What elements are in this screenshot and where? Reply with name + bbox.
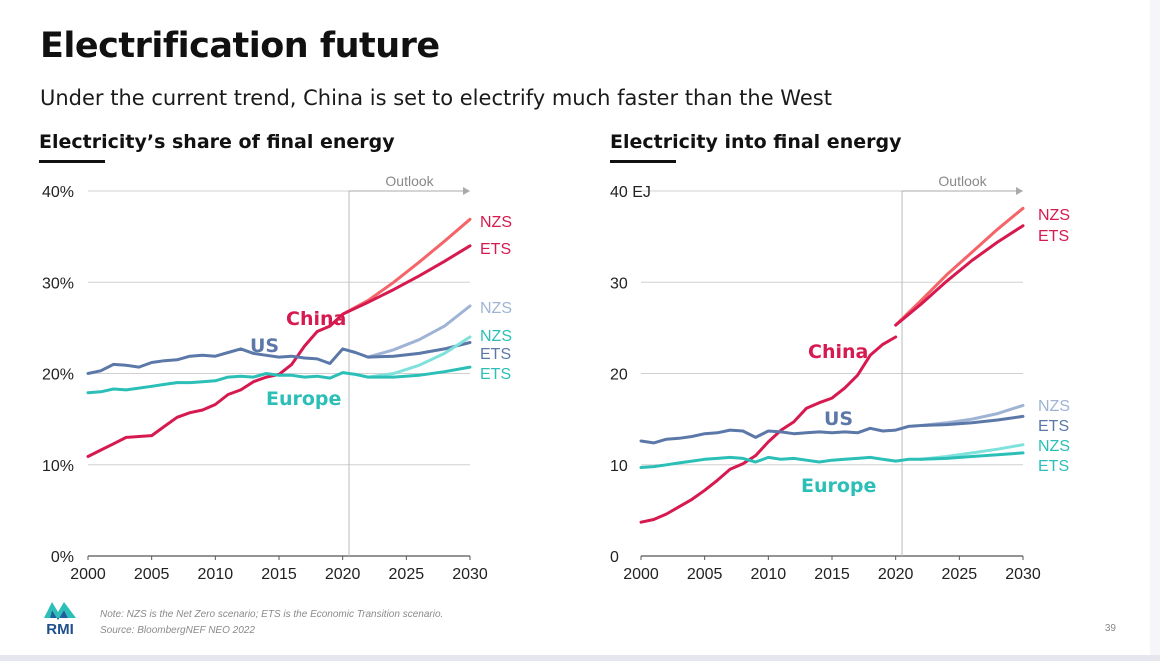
y-tick-label: 30 xyxy=(610,275,628,292)
series-label: ETS xyxy=(1038,458,1069,475)
series-label: China xyxy=(808,341,868,363)
series-line-us xyxy=(639,424,923,445)
series-line-ets xyxy=(919,414,1025,427)
series-label: ETS xyxy=(480,241,511,258)
series-label: US xyxy=(250,335,279,357)
y-tick-label: 0% xyxy=(51,549,74,566)
page-edge xyxy=(1150,0,1160,661)
x-tick-label: 2010 xyxy=(751,566,787,583)
outlook-label: Outlook xyxy=(938,173,987,189)
bottom-bar xyxy=(0,655,1160,661)
y-tick-label: 20 xyxy=(610,367,628,384)
series-label: NZS xyxy=(1038,438,1070,455)
series-label: China xyxy=(286,308,346,330)
footnote: Note: NZS is the Net Zero scenario; ETS … xyxy=(100,607,443,639)
chart-1-heading: Electricity’s share of final energy xyxy=(39,131,395,163)
series-line-europe xyxy=(86,371,370,395)
x-tick-label: 2025 xyxy=(389,566,425,583)
series-line-ets xyxy=(341,244,472,316)
page-number: 39 xyxy=(1104,623,1116,634)
series-label: ETS xyxy=(1038,418,1069,435)
chart-2-title: Electricity into final energy xyxy=(610,131,902,153)
y-tick-label: 10 xyxy=(610,458,628,475)
series-label: NZS xyxy=(480,214,512,231)
series-label: Europe xyxy=(266,388,341,410)
series-line-europe xyxy=(639,455,923,469)
x-tick-label: 2005 xyxy=(134,566,170,583)
series-label: ETS xyxy=(480,366,511,383)
y-tick-label: 40% xyxy=(42,184,74,201)
y-tick-label: 0 xyxy=(610,549,619,566)
source-text: Source: BloombergNEF NEO 2022 xyxy=(100,625,255,636)
outlook-label: Outlook xyxy=(385,173,434,189)
x-tick-label: 2010 xyxy=(198,566,234,583)
page-subtitle: Under the current trend, China is set to… xyxy=(40,86,832,110)
series-line-ets xyxy=(366,365,472,379)
series-line-ets xyxy=(366,341,472,359)
chart-1: 0% 10% 20% 30% 40% 2000 2005 2010 2015 2020 2025 20… xyxy=(42,173,512,583)
x-tick-label: 2005 xyxy=(687,566,723,583)
x-tick-label: 2000 xyxy=(623,566,659,583)
series-label: US xyxy=(824,408,853,430)
chart-2-heading: Electricity into final energy xyxy=(610,131,902,163)
outlook-arrow-head xyxy=(1016,187,1023,195)
outlook-arrow-head xyxy=(463,187,470,195)
series-label: NZS xyxy=(480,300,512,317)
page-title: Electrification future xyxy=(40,26,440,66)
x-tick-label: 2015 xyxy=(814,566,850,583)
series-line-us xyxy=(86,347,370,375)
x-tick-label: 2000 xyxy=(70,566,106,583)
y-tick-label: 10% xyxy=(42,458,74,475)
chart-1-title-underline xyxy=(39,160,105,163)
series-line-ets xyxy=(919,451,1025,461)
note-text: Note: NZS is the Net Zero scenario; ETS … xyxy=(100,609,444,620)
chart-1-title: Electricity’s share of final energy xyxy=(39,131,395,153)
y-tick-label: 20% xyxy=(42,367,74,384)
series-line-china xyxy=(86,312,345,458)
series-label: NZS xyxy=(1038,207,1070,224)
series-label: Europe xyxy=(801,475,876,497)
series-line-china xyxy=(639,335,898,524)
x-tick-label: 2030 xyxy=(1005,566,1041,583)
series-label: NZS xyxy=(1038,398,1070,415)
y-tick-label: 40 EJ xyxy=(610,184,651,201)
rmi-logo: RMI xyxy=(44,602,76,638)
x-tick-label: 2020 xyxy=(325,566,361,583)
series-line-nzs xyxy=(341,217,472,316)
y-tick-label: 30% xyxy=(42,275,74,292)
series-line-nzs xyxy=(366,304,472,359)
x-tick-label: 2025 xyxy=(942,566,978,583)
logo-text: RMI xyxy=(46,621,74,638)
series-label: ETS xyxy=(480,346,511,363)
x-tick-label: 2015 xyxy=(261,566,297,583)
x-tick-label: 2030 xyxy=(452,566,488,583)
series-line-nzs xyxy=(366,335,472,379)
chart-2-title-underline xyxy=(610,160,676,163)
series-label: NZS xyxy=(480,328,512,345)
x-tick-label: 2020 xyxy=(878,566,914,583)
series-line-ets xyxy=(894,224,1025,327)
series-line-nzs xyxy=(894,206,1025,327)
series-label: ETS xyxy=(1038,228,1069,245)
